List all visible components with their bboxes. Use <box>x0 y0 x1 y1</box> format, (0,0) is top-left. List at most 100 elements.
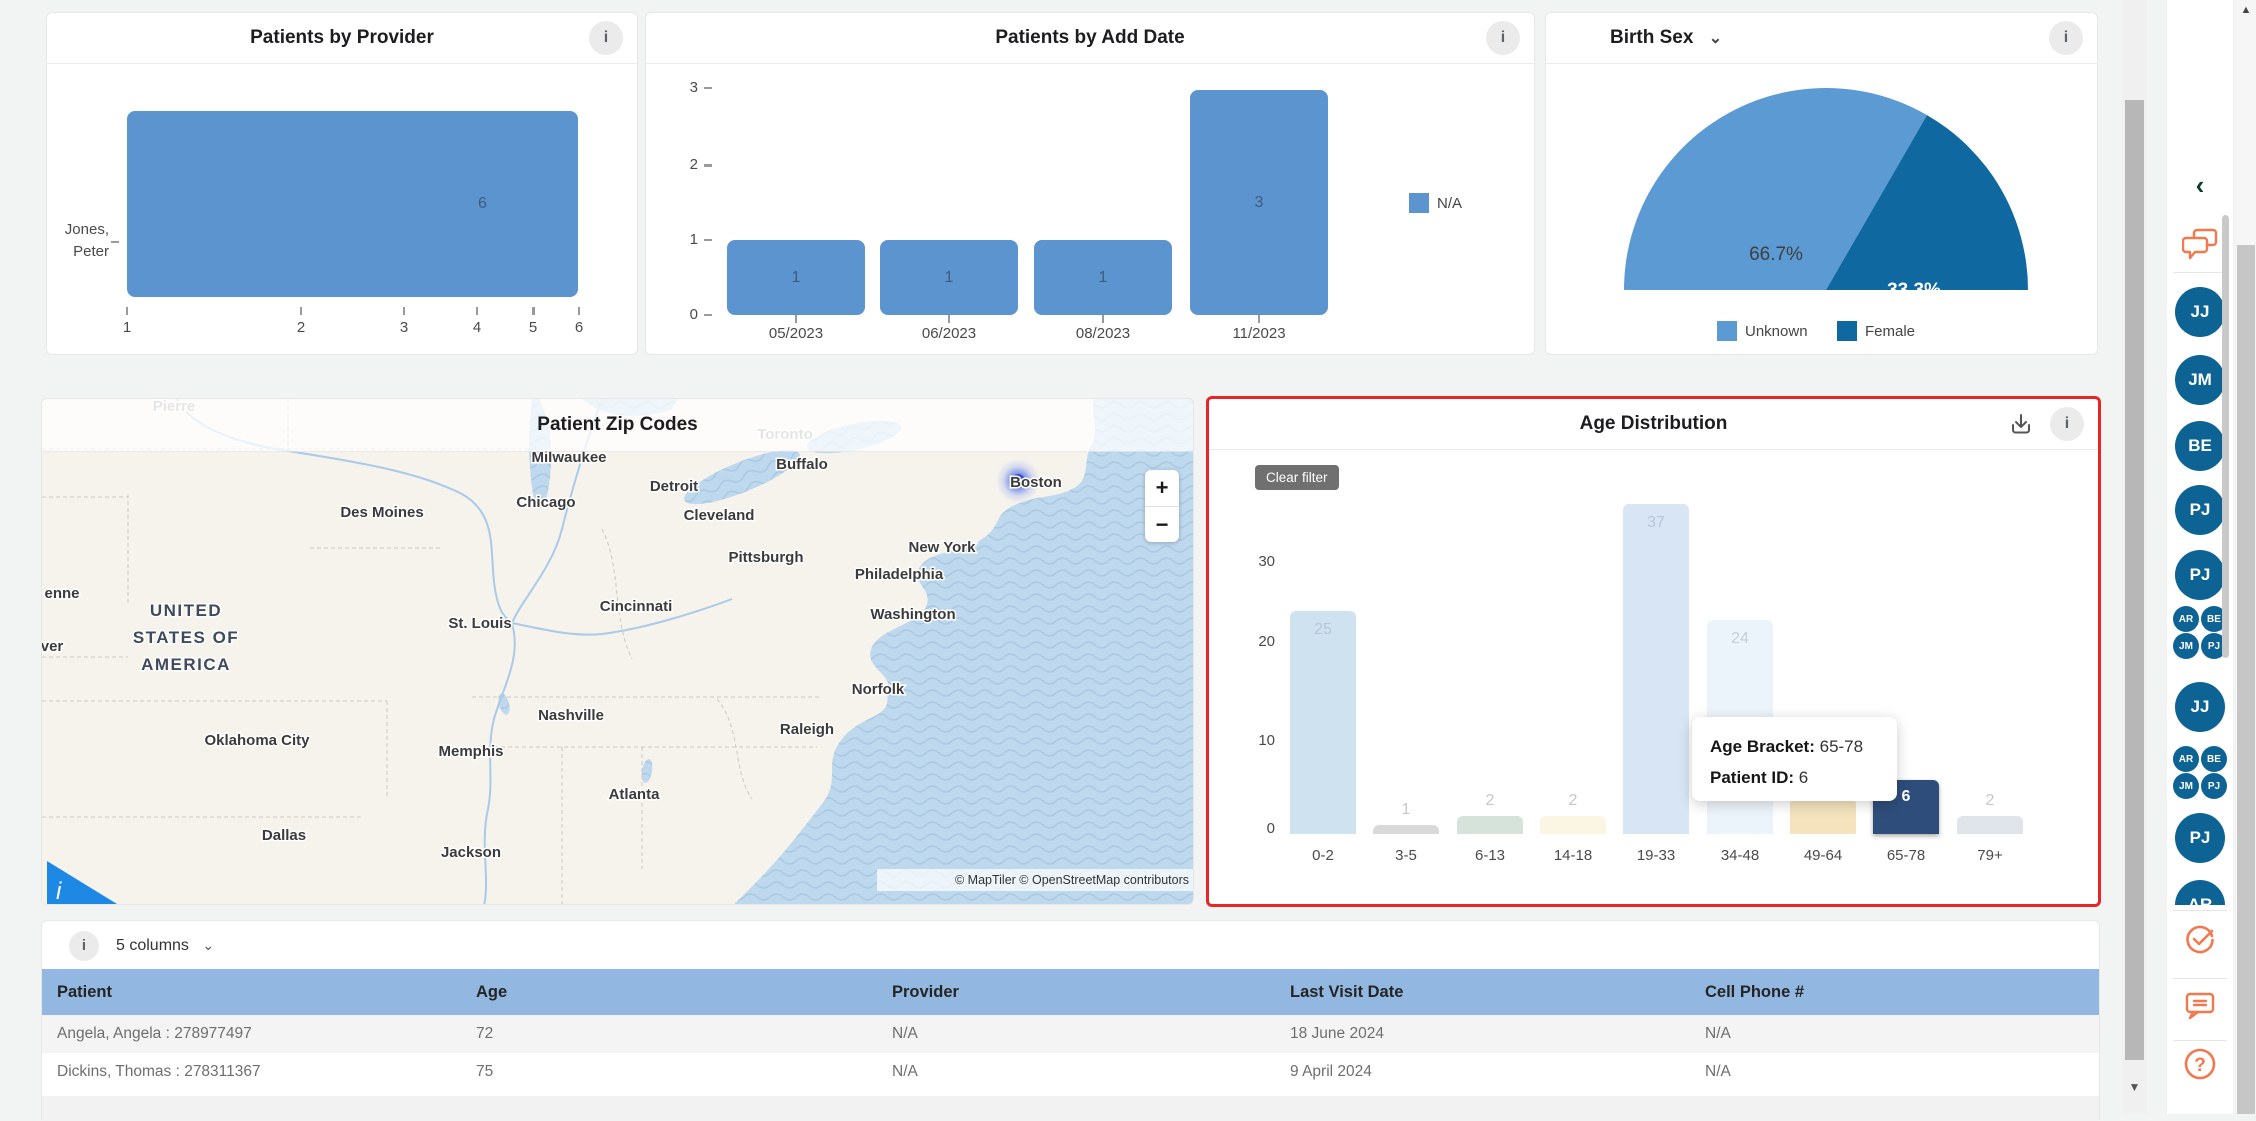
map-attribution: © MapTiler © OpenStreetMap contributors <box>877 869 1193 891</box>
divider <box>2173 978 2227 979</box>
city-labels: Pierre Milwaukee Toronto Buffalo Detroit… <box>42 399 1063 863</box>
legend-label-unknown[interactable]: Unknown <box>1745 323 1808 340</box>
page-scrollbar-thumb[interactable] <box>2237 245 2255 1114</box>
bar-49-64[interactable]: 4 <box>1790 774 1856 834</box>
svg-text:Oklahoma City: Oklahoma City <box>204 732 310 749</box>
y-tick-label: 1 <box>689 231 698 248</box>
x-tick-label: 4 <box>472 319 482 336</box>
scroll-down-arrow[interactable]: ▼ <box>2128 1080 2141 1094</box>
sidebar-scrollbar-thumb[interactable] <box>2222 215 2229 658</box>
legend-swatch[interactable] <box>1409 193 1429 213</box>
svg-text:Raleigh: Raleigh <box>780 721 834 738</box>
zoom-in-button[interactable]: + <box>1145 470 1179 507</box>
country-label: UNITED STATES OF AMERICA <box>131 600 239 676</box>
birth-sex-dropdown[interactable]: Birth Sex ⌄ <box>1610 27 1723 48</box>
bar-19-33[interactable]: 37 <box>1623 504 1689 834</box>
bar-05-2023[interactable]: 1 <box>727 240 865 315</box>
clear-filter-button[interactable]: Clear filter <box>1255 465 1339 490</box>
avatar-small[interactable]: JM <box>2173 633 2199 659</box>
bar-value: 3 <box>1254 193 1264 211</box>
message-icon[interactable] <box>2183 988 2217 1022</box>
avatar[interactable]: BE <box>2175 421 2225 471</box>
y-tick-label: 10 <box>1258 732 1275 749</box>
bar-value: 6 <box>478 195 487 212</box>
svg-text:Buffalo: Buffalo <box>776 456 828 473</box>
boston-heat-core <box>1011 474 1025 488</box>
divider <box>2173 910 2227 911</box>
collapse-sidebar-icon[interactable]: ‹ <box>2195 170 2205 200</box>
x-tick-label: 5 <box>528 319 538 336</box>
bar-06-2023[interactable]: 1 <box>880 240 1018 315</box>
table-row[interactable]: Dickins, Thomas : 278311367 75 N/A 9 Apr… <box>42 1053 2099 1091</box>
map-zoom-control: + − <box>1145 470 1179 542</box>
info-icon[interactable]: i <box>2049 21 2083 55</box>
x-tick-label: 6 <box>574 319 584 336</box>
bar-3-5[interactable]: 1 <box>1373 801 1439 834</box>
card-header: Patients by Add Date i <box>646 13 1534 64</box>
avatar-small[interactable]: AR <box>2173 746 2199 772</box>
table-row[interactable]: Angela, Angela : 278977497 72 N/A 18 Jun… <box>42 1015 2099 1053</box>
legend-swatch-unknown[interactable] <box>1717 321 1737 341</box>
avatar-small[interactable]: JM <box>2173 773 2199 799</box>
y-tick-label: 2 <box>689 156 698 173</box>
svg-text:Memphis: Memphis <box>438 743 503 760</box>
bar-79plus[interactable]: 2 <box>1957 792 2023 834</box>
info-icon[interactable]: i <box>589 21 623 55</box>
avatar[interactable]: PJ <box>2175 813 2225 863</box>
pie-label-unknown: 66.7% <box>1749 244 1803 265</box>
chat-bubbles-icon[interactable] <box>2182 227 2220 261</box>
pie-slice-female[interactable] <box>1826 115 2028 290</box>
svg-text:Detroit: Detroit <box>650 478 698 495</box>
divider <box>2173 272 2227 273</box>
avatar[interactable]: JM <box>2175 355 2225 405</box>
svg-text:Atlanta: Atlanta <box>609 786 660 803</box>
svg-text:Cleveland: Cleveland <box>684 507 755 524</box>
svg-text:New York: New York <box>909 539 977 556</box>
zoom-out-button[interactable]: − <box>1155 512 1169 537</box>
provider-bar-chart: Jones, Peter 6 1 2 3 4 5 6 <box>47 63 637 354</box>
map-canvas[interactable]: Pierre Milwaukee Toronto Buffalo Detroit… <box>42 399 1194 905</box>
divider <box>2173 1040 2227 1041</box>
x-tick-label: 2 <box>296 319 306 336</box>
avatar[interactable]: JJ <box>2175 682 2225 732</box>
bar-14-18[interactable]: 2 <box>1540 792 1606 834</box>
legend-label[interactable]: N/A <box>1437 195 1463 212</box>
content-scrollbar-thumb[interactable] <box>2125 100 2144 1060</box>
map-info-control[interactable]: i <box>47 861 117 904</box>
pie-label-female: 33.3% <box>1887 280 1941 301</box>
bar-value: 1 <box>1098 268 1108 286</box>
birth-sex-pie-chart: 66.7% 33.3% <box>1624 88 2028 301</box>
download-icon[interactable] <box>2006 410 2036 440</box>
chevron-down-icon: ⌄ <box>202 937 215 953</box>
y-tick-label: 0 <box>1266 820 1275 837</box>
card-title: Patients by Add Date <box>995 27 1185 48</box>
table-toolbar: i 5 columns ⌄ <box>42 921 2099 969</box>
svg-text:?: ? <box>2194 1055 2206 1076</box>
avatar-small[interactable]: AR <box>2173 606 2199 632</box>
bar-11-2023[interactable]: 3 <box>1190 90 1328 315</box>
check-circle-icon[interactable] <box>2183 923 2217 957</box>
table-header-row: Patient Age Provider Last Visit Date Cel… <box>42 969 2099 1015</box>
info-icon[interactable]: i <box>2050 407 2084 441</box>
avatar[interactable]: PJ <box>2175 485 2225 535</box>
scroll-up-arrow[interactable]: ▲ <box>2240 4 2252 16</box>
avatar[interactable]: JJ <box>2175 287 2225 337</box>
pie-slice-unknown[interactable] <box>1624 88 1927 290</box>
avatar-small[interactable]: BE <box>2201 746 2227 772</box>
bar-jones-peter[interactable]: 6 <box>127 111 578 297</box>
avatar-small[interactable]: PJ <box>2201 773 2227 799</box>
bar-08-2023[interactable]: 1 <box>1034 240 1172 315</box>
bar-6-13[interactable]: 2 <box>1457 792 1523 834</box>
info-icon[interactable]: i <box>69 931 99 961</box>
avatar[interactable]: PJ <box>2175 550 2225 600</box>
x-tick-label: 3 <box>399 319 409 336</box>
legend-swatch-female[interactable] <box>1837 321 1857 341</box>
svg-text:Jackson: Jackson <box>441 844 501 861</box>
help-icon[interactable]: ? <box>2183 1047 2217 1081</box>
svg-text:ver: ver <box>42 638 63 655</box>
svg-text:Boston: Boston <box>1010 474 1062 491</box>
legend-label-female[interactable]: Female <box>1865 323 1916 340</box>
bar-0-2[interactable]: 25 <box>1290 611 1356 834</box>
info-icon[interactable]: i <box>1486 21 1520 55</box>
columns-dropdown[interactable]: 5 columns ⌄ <box>116 937 215 954</box>
